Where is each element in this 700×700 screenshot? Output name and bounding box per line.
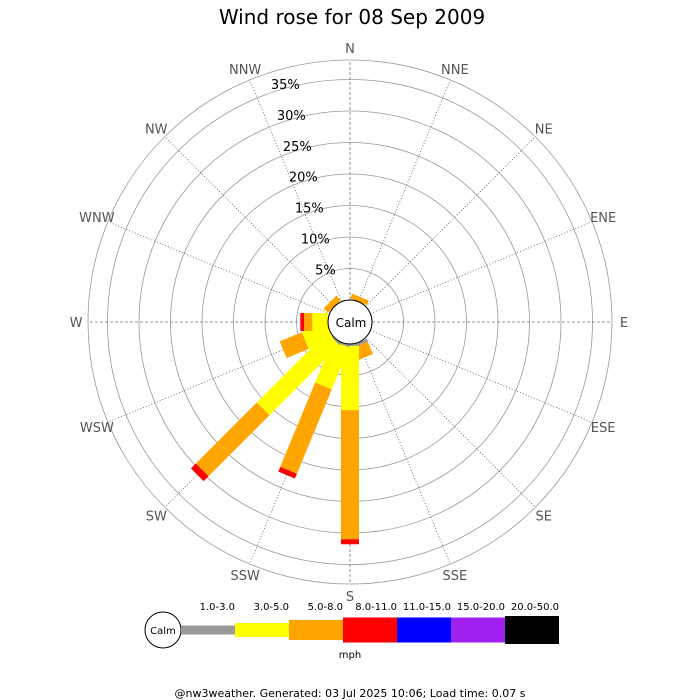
grid-outer-circle bbox=[87, 59, 613, 585]
legend-units: mph bbox=[339, 650, 361, 661]
bar-w-5.0-8.0 bbox=[304, 313, 313, 331]
legend-label-5.0-8.0: 5.0-8.0 bbox=[308, 602, 343, 613]
spoke-ne bbox=[365, 136, 536, 307]
percent-labels: 5% 10% 15% 20% 25% 30% 35% bbox=[271, 78, 336, 279]
bar-s-3.0-5.0 bbox=[341, 345, 359, 411]
spoke-nw bbox=[164, 136, 335, 307]
direction-label-e: E bbox=[620, 316, 628, 331]
bar-w-3.0-5.0 bbox=[312, 313, 328, 331]
direction-label-wsw: WSW bbox=[80, 421, 114, 436]
bar-ssw-3.0-5.0 bbox=[315, 340, 350, 390]
bar-s-5.0-8.0 bbox=[341, 410, 359, 540]
calm-circle-shape bbox=[327, 299, 373, 345]
bar-w-8.0-11.0 bbox=[300, 313, 305, 331]
spoke-nne bbox=[358, 79, 451, 302]
spoke-se bbox=[365, 337, 536, 508]
chart-title: Wind rose for 08 Sep 2009 bbox=[219, 5, 485, 29]
direction-label-s: S bbox=[346, 590, 354, 605]
legend-swatch-8.0-11.0 bbox=[343, 617, 397, 643]
bar-sw-8.0-11.0 bbox=[190, 463, 209, 482]
legend-label-8.0-11.0: 8.0-11.0 bbox=[355, 602, 397, 613]
legend-label-1.0-3.0: 1.0-3.0 bbox=[200, 602, 235, 613]
calm-circle: Calm bbox=[327, 299, 373, 345]
percent-label: 25% bbox=[283, 140, 312, 155]
bar-sw-3.0-5.0 bbox=[256, 332, 340, 416]
legend-calm-label: Calm bbox=[150, 626, 176, 637]
legend-label-3.0-5.0: 3.0-5.0 bbox=[254, 602, 289, 613]
spoke-wnw bbox=[107, 221, 330, 314]
spoke-sse bbox=[358, 342, 451, 565]
bar-ssw-5.0-8.0 bbox=[280, 382, 332, 474]
direction-label-w: W bbox=[70, 316, 83, 331]
percent-label: 10% bbox=[301, 233, 330, 248]
spoke-nnw bbox=[249, 79, 342, 302]
direction-label-nnw: NNW bbox=[229, 63, 261, 78]
spoke-ese bbox=[370, 330, 593, 423]
bar-ssw-8.0-11.0 bbox=[278, 466, 297, 479]
calm-label: Calm bbox=[336, 316, 367, 330]
legend-swatch-5.0-8.0 bbox=[289, 620, 343, 640]
bar-s-8.0-11.0 bbox=[341, 539, 359, 545]
percent-label: 15% bbox=[295, 202, 324, 217]
bar-wsw-5.0-8.0 bbox=[279, 332, 309, 358]
footer-text: @nw3weather. Generated: 03 Jul 2025 10:0… bbox=[175, 687, 526, 700]
percent-label: 35% bbox=[271, 78, 300, 93]
legend-label-20.0-50.0: 20.0-50.0 bbox=[511, 602, 559, 613]
direction-label-nw: NW bbox=[145, 122, 168, 137]
direction-label-nne: NNE bbox=[441, 63, 469, 78]
direction-label-sw: SW bbox=[146, 510, 167, 525]
direction-label-n: N bbox=[345, 42, 355, 57]
bar-nne-5.0-8.0 bbox=[350, 293, 369, 306]
wind-bars bbox=[190, 293, 373, 545]
legend-swatch-20.0-50.0 bbox=[505, 616, 559, 644]
direction-label-ene: ENE bbox=[590, 211, 616, 226]
spoke-ene bbox=[370, 221, 593, 314]
percent-label: 20% bbox=[289, 171, 318, 186]
bar-sw-5.0-8.0 bbox=[195, 402, 270, 477]
direction-label-wnw: WNW bbox=[79, 211, 115, 226]
direction-label-ssw: SSW bbox=[230, 569, 260, 584]
direction-labels: N NNE NE ENE E ESE SE SSE S SSW SW WSW W WNW NW NNW bbox=[70, 42, 629, 605]
legend-swatch-11.0-15.0 bbox=[397, 617, 451, 643]
legend-label-11.0-15.0: 11.0-15.0 bbox=[403, 602, 451, 613]
direction-label-sse: SSE bbox=[442, 569, 467, 584]
speed-legend: Calm 1.0-3.0 3.0-5.0 5.0-8.0 8.0-11.0 11.0-15… bbox=[144, 602, 559, 661]
legend-swatch-1.0-3.0 bbox=[181, 625, 235, 635]
legend-swatch-15.0-20.0 bbox=[451, 617, 505, 643]
direction-label-ne: NE bbox=[535, 122, 553, 137]
direction-label-se: SE bbox=[536, 510, 552, 525]
percent-label: 30% bbox=[277, 109, 306, 124]
percent-label: 5% bbox=[315, 263, 336, 278]
bar-nw-5.0-8.0 bbox=[323, 295, 341, 313]
legend-swatch-3.0-5.0 bbox=[235, 623, 289, 637]
legend-label-15.0-20.0: 15.0-20.0 bbox=[457, 602, 505, 613]
direction-label-ese: ESE bbox=[591, 421, 616, 436]
